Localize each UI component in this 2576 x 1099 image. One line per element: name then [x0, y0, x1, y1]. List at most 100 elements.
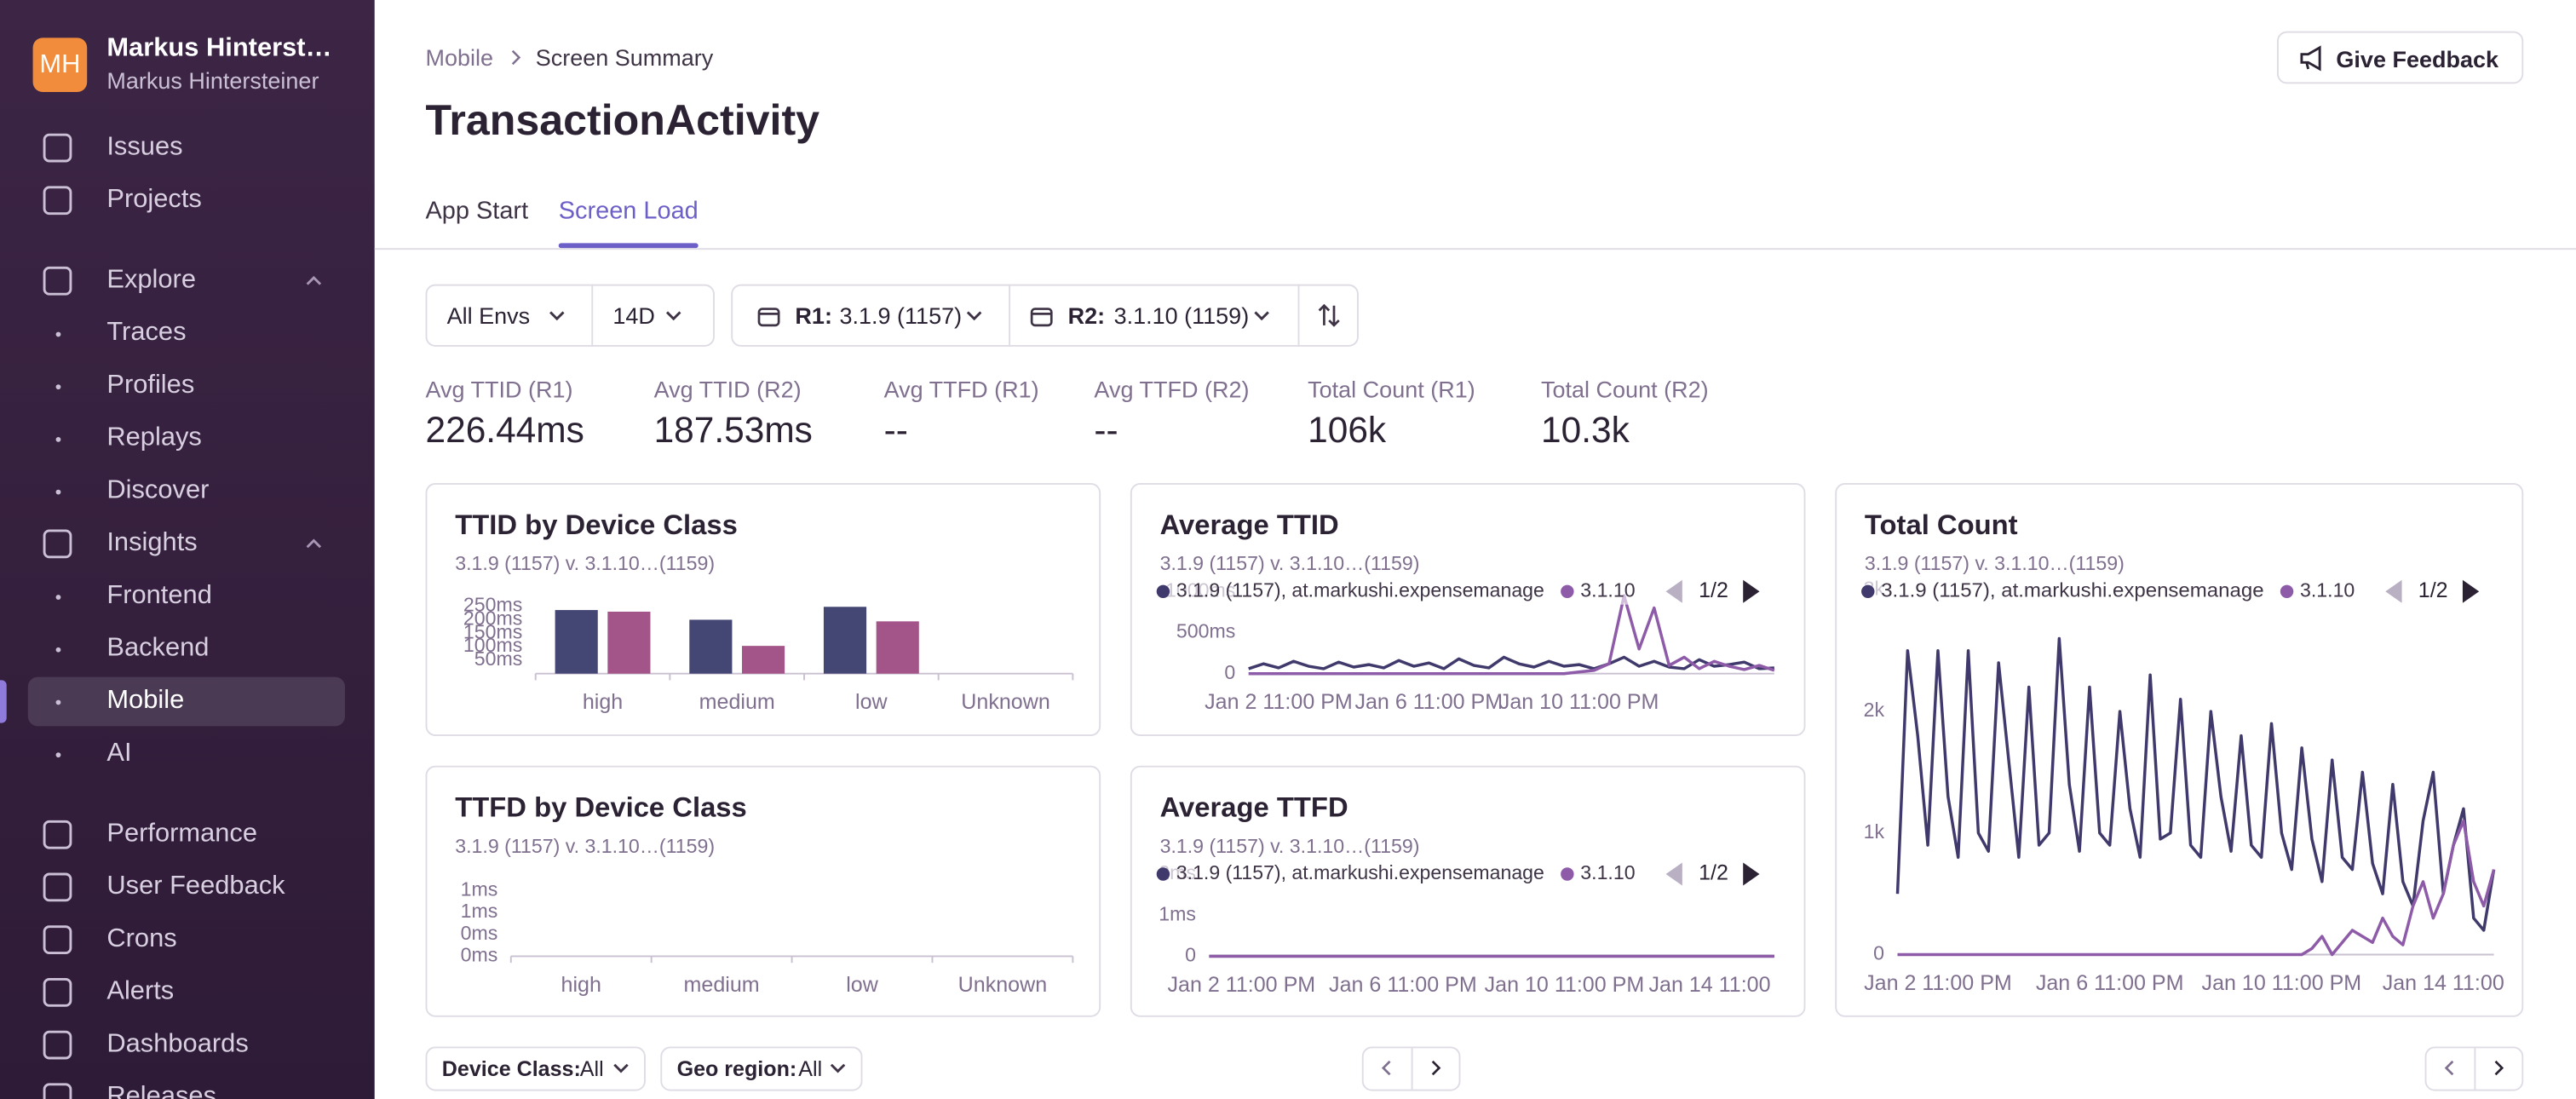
nav-subitem[interactable]: Mobile — [106, 687, 185, 716]
legend-label: 3.1.9 (1157), at.markushi.expensemanage — [1881, 578, 2263, 601]
x-tick-label: Jan 6 11:00 PM — [2036, 971, 2184, 995]
filter-group[interactable] — [425, 284, 715, 347]
nav-subitem[interactable]: Discover — [106, 477, 210, 505]
x-tick-label: Jan 6 11:00 PM — [1354, 690, 1503, 714]
period-filter[interactable]: 14D — [612, 302, 655, 328]
swap-icon — [1318, 303, 1340, 327]
nav-subitem[interactable]: Backend — [106, 635, 210, 663]
nav-item[interactable]: Insights — [106, 529, 198, 558]
tab[interactable]: App Start — [425, 197, 529, 226]
breadcrumb-separator — [511, 49, 521, 66]
breadcrumb: Screen Summary — [535, 43, 714, 71]
nav-dot — [55, 646, 61, 652]
y-tick-label: 200ms — [463, 607, 522, 630]
bottom-filter[interactable]: Geo region: All — [660, 1046, 863, 1091]
breadcrumb[interactable]: Mobile — [425, 43, 494, 71]
metric-label: Avg TTFD (R1) — [883, 375, 1039, 402]
y-tick-label: 2k — [1864, 699, 1885, 721]
nav-icon — [43, 1083, 72, 1099]
chart-panel: Average TTFD 3.1.9 (1157) v. 3.1.10…(1159… — [1130, 765, 1806, 1017]
release-value[interactable]: 3.1.9 (1157) — [839, 302, 963, 328]
nav-subitem[interactable]: Frontend — [106, 582, 212, 611]
legend-page: 1/2 — [2418, 578, 2448, 602]
y-tick-label: 100ms — [463, 634, 522, 656]
nav-item[interactable]: Projects — [106, 186, 202, 215]
y-tick-label: 0ms — [461, 922, 498, 944]
chart-title: TTFD by Device Class — [455, 791, 747, 823]
bottom-filter[interactable]: Device Class: All — [425, 1046, 646, 1091]
nav-subitem[interactable]: AI — [106, 739, 132, 768]
nav-subitem[interactable]: Traces — [106, 319, 187, 348]
filter-divider — [1009, 284, 1011, 347]
page-title: TransactionActivity — [425, 95, 820, 146]
y-tick-label: 50ms — [474, 647, 523, 670]
x-tick-label: Jan 2 11:00 PM — [1864, 971, 2012, 995]
nav-icon — [43, 266, 72, 296]
metric-value: -- — [883, 408, 908, 451]
nav-dot — [55, 594, 61, 599]
nav-item[interactable]: Dashboards — [106, 1030, 249, 1059]
legend-next — [1743, 862, 1760, 886]
nav-item[interactable]: Releases — [106, 1083, 216, 1099]
feedback-button[interactable]: Give Feedback — [2276, 31, 2524, 84]
line-series — [1248, 594, 1775, 676]
x-tick-label: low — [846, 973, 879, 997]
x-tick-label: Jan 14 11:00 — [1648, 973, 1770, 997]
environment-filter[interactable]: All Envs — [446, 302, 531, 328]
legend-marker — [1156, 867, 1170, 881]
bar — [823, 607, 867, 674]
tab[interactable]: Screen Load — [558, 197, 699, 226]
x-tick-label: Jan 2 11:00 PM — [1205, 690, 1353, 714]
release-group[interactable] — [731, 284, 1359, 347]
nav-item[interactable]: Crons — [106, 925, 177, 954]
chevron — [306, 538, 322, 549]
legend-page: 1/2 — [1699, 578, 1728, 602]
nav-dot — [55, 383, 61, 389]
nav-subitem[interactable]: Profiles — [106, 371, 195, 400]
nav-item[interactable]: Alerts — [106, 978, 175, 1007]
y-tick-label: 0 — [1873, 942, 1884, 964]
chart-subtitle: 3.1.9 (1157) v. 3.1.10…(1159) — [1159, 834, 1420, 858]
y-tick-label: 1ms — [461, 900, 498, 922]
metric-label: Total Count (R1) — [1308, 375, 1475, 402]
release-label: R2: — [1067, 302, 1106, 328]
chart-panel: Total Count 3.1.9 (1157) v. 3.1.10…(1159)… — [1835, 482, 2524, 1017]
y-tick-label: 0ms — [461, 944, 498, 966]
chart-title: Total Count — [1864, 509, 2018, 541]
pager-next — [2494, 1060, 2504, 1076]
bar — [876, 621, 919, 674]
nav-marker — [0, 680, 7, 723]
nav-item[interactable]: Performance — [106, 820, 258, 849]
user-name: Markus Hintersteiner — [106, 66, 319, 94]
legend-label: 3.1.10 — [1580, 578, 1635, 601]
chevron — [306, 275, 322, 285]
metric-value: 106k — [1308, 408, 1387, 451]
release-label: R1: — [795, 302, 832, 328]
line-series — [1248, 655, 1774, 670]
org-name: Markus Hinterst… — [106, 35, 332, 64]
chevron — [966, 311, 982, 321]
y-tick-label: 500ms — [1176, 620, 1235, 642]
nav-icon — [43, 133, 72, 163]
nav-subitem[interactable]: Replays — [106, 424, 202, 453]
bottom-filter-value: All — [798, 1056, 823, 1082]
bar — [689, 619, 733, 674]
legend-prev — [2385, 579, 2402, 603]
feedback-label[interactable]: Give Feedback — [2336, 45, 2499, 72]
bar — [555, 610, 598, 674]
pager-divider — [1411, 1046, 1413, 1091]
x-tick-label: Jan 2 11:00 PM — [1167, 973, 1315, 997]
x-tick-label: high — [583, 690, 623, 714]
chevron — [1254, 311, 1269, 321]
release-value[interactable]: 3.1.10 (1159) — [1113, 302, 1250, 328]
nav-item[interactable]: User Feedback — [106, 872, 285, 901]
nav-item[interactable]: Explore — [106, 267, 196, 295]
chart-subtitle: 3.1.9 (1157) v. 3.1.10…(1159) — [1864, 551, 2125, 575]
nav-item[interactable]: Issues — [106, 133, 183, 162]
header-border — [374, 248, 2576, 250]
